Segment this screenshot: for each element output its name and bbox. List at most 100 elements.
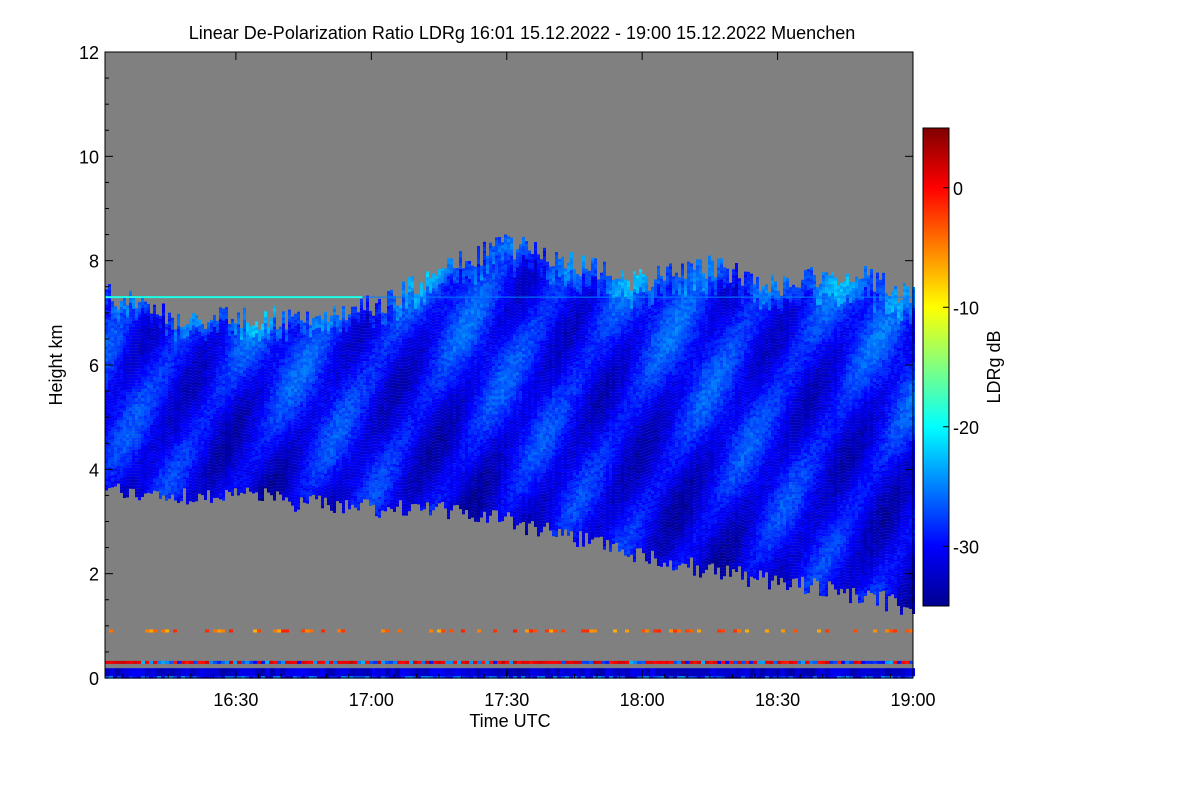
echo-cell: [129, 330, 132, 333]
echo-cell: [171, 330, 174, 333]
echo-cell: [141, 458, 144, 461]
echo-cell: [150, 314, 153, 317]
echo-cell: [174, 366, 177, 369]
echo-cell: [144, 434, 147, 437]
echo-cell: [162, 412, 165, 415]
echo-cell: [132, 315, 135, 318]
echo-cell: [153, 455, 156, 458]
echo-cell: [117, 382, 120, 385]
echo-cell: [156, 338, 159, 341]
echo-cell: [147, 433, 150, 436]
echo-cell: [120, 355, 123, 358]
echo-cell: [141, 302, 144, 305]
echo-cell: [165, 474, 168, 477]
echo-cell: [117, 436, 120, 439]
echo-cell: [111, 448, 114, 451]
echo-cell: [162, 346, 165, 349]
echo-cell: [129, 354, 132, 357]
echo-cell: [123, 450, 126, 453]
echo-cell: [129, 414, 132, 417]
echo-cell: [108, 308, 111, 311]
echo-cell: [120, 445, 123, 448]
echo-cell: [123, 354, 126, 357]
echo-cell: [120, 394, 123, 397]
echo-cell: [159, 373, 162, 376]
echo-cell: [156, 464, 159, 467]
echo-cell: [165, 396, 168, 399]
echo-cell: [114, 372, 117, 375]
echo-cell: [141, 347, 144, 350]
echo-cell: [114, 354, 117, 357]
echo-cell: [168, 451, 171, 454]
echo-cell: [159, 388, 162, 391]
echo-cell: [129, 369, 132, 372]
echo-cell: [132, 345, 135, 348]
echo-cell: [150, 473, 153, 476]
echo-cell: [144, 320, 147, 323]
echo-cell: [168, 364, 171, 367]
echo-cell: [114, 420, 117, 423]
echo-cell: [153, 338, 156, 341]
echo-cell: [168, 403, 171, 406]
echo-cell: [129, 462, 132, 465]
echo-cell: [153, 305, 156, 308]
echo-cell: [162, 313, 165, 316]
echo-cell: [135, 422, 138, 425]
echo-cell: [120, 454, 123, 457]
echo-cell: [150, 377, 153, 380]
echo-cell: [111, 463, 114, 466]
echo-cell: [159, 358, 162, 361]
echo-cell: [108, 383, 111, 386]
echo-cell: [150, 332, 153, 335]
echo-cell: [165, 333, 168, 336]
echo-cell: [156, 434, 159, 437]
echo-cell: [120, 370, 123, 373]
echo-cell: [138, 317, 141, 320]
echo-cell: [153, 479, 156, 482]
echo-cell: [120, 403, 123, 406]
echo-cell: [138, 356, 141, 359]
echo-cell: [135, 404, 138, 407]
echo-cell: [156, 437, 159, 440]
echo-cell: [120, 427, 123, 430]
echo-cell: [156, 470, 159, 473]
echo-cell: [138, 446, 141, 449]
echo-cell: [168, 448, 171, 451]
echo-cell: [168, 385, 171, 388]
echo-cell: [168, 394, 171, 397]
echo-cell: [165, 495, 168, 498]
echo-cell: [111, 304, 114, 307]
echo-cell: [129, 345, 132, 348]
echo-cell: [165, 441, 168, 444]
echo-cell: [156, 377, 159, 380]
echo-cell: [168, 457, 171, 460]
echo-cell: [150, 401, 153, 404]
echo-cell: [126, 416, 129, 419]
echo-cell: [135, 458, 138, 461]
echo-cell: [117, 409, 120, 412]
echo-cell: [126, 467, 129, 470]
echo-cell: [162, 481, 165, 484]
echo-cell: [129, 438, 132, 441]
echo-cell: [111, 379, 114, 382]
echo-cell: [156, 395, 159, 398]
echo-cell: [156, 365, 159, 368]
echo-cell: [171, 339, 174, 342]
echo-cell: [150, 353, 153, 356]
echo-cell: [135, 485, 138, 488]
echo-cell: [147, 415, 150, 418]
echo-cell: [120, 490, 123, 493]
echo-cell: [108, 329, 111, 332]
echo-cell: [171, 462, 174, 465]
echo-cell: [120, 391, 123, 394]
echo-cell: [144, 350, 147, 353]
echo-cell: [168, 340, 171, 343]
echo-cell: [171, 486, 174, 489]
echo-cell: [114, 363, 117, 366]
echo-cell: [138, 368, 141, 371]
echo-cell: [117, 316, 120, 319]
echo-cell: [159, 445, 162, 448]
echo-cell: [117, 361, 120, 364]
echo-cell: [144, 449, 147, 452]
echo-cell: [138, 431, 141, 434]
